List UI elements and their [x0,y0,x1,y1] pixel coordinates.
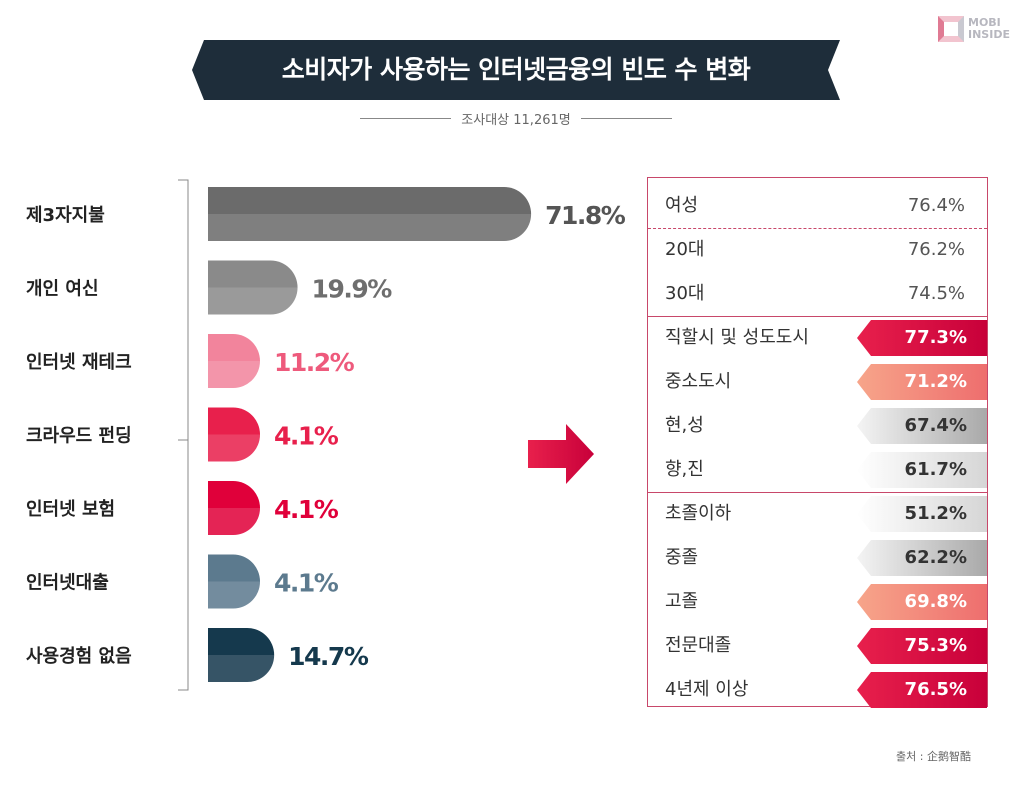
title-banner: 소비자가 사용하는 인터넷금융의 빈도 수 변화 [192,40,840,100]
breakdown-label: 전문대졸 [665,635,732,656]
breakdown-value: 62.2% [904,547,967,568]
logo-line1: MOBI [968,16,1001,29]
breakdown-value: 75.3% [904,635,967,656]
breakdown-value: 74.5% [907,283,965,304]
bar [208,334,260,388]
group-divider [648,227,987,229]
bar-chart: 제3자지불 71.8% 개인 여신 19.9% 인터넷 재테크 11.2% 크라우드 펀딩 4… [26,179,627,691]
category-label: 인터넷대출 [26,573,109,594]
logo-mark-icon [938,16,964,42]
breakdown-label: 향,진 [665,459,704,480]
title-banner-shape [192,40,840,100]
value-badge: 62.2% [857,540,987,576]
breakdown-row: 30대 74.5% [648,272,987,316]
bar-highlight [208,214,532,241]
value-badge: 75.3% [857,628,987,664]
breakdown-row: 향,진 61.7% [648,448,987,492]
breakdown-value: 77.3% [904,327,967,348]
breakdown-row: 직할시 및 성도도시 77.3% [648,316,987,360]
value-label: 4.1% [274,422,339,451]
value-label: 19.9% [312,275,393,304]
value-badge: 69.8% [857,584,987,620]
category-label: 개인 여신 [26,279,99,300]
value-badge: 77.3% [857,320,987,356]
breakdown-value: 51.2% [904,503,967,524]
breakdown-label: 30대 [665,283,705,304]
category-label: 사용경험 없음 [26,645,132,667]
breakdown-value: 71.2% [904,371,967,392]
breakdown-label: 20대 [665,239,705,260]
bar [208,481,260,535]
subtitle: 조사대상 11,261명 [360,108,673,128]
breakdown-row: 중소도시 71.2% [648,360,987,404]
breakdown-row: 초졸이하 51.2% [648,492,987,536]
breakdown-panel: 여성 76.4% 20대 76.2% 30대 74.5% 직할시 및 성도도시 77.3% 중소… [647,177,988,708]
subtitle-text: 조사대상 11,261명 [461,112,571,128]
breakdown-row: 현,성 67.4% [648,404,987,448]
right-arrow-icon [528,424,594,484]
value-badge: 67.4% [857,408,987,444]
breakdown-value: 76.4% [907,195,965,216]
bar [208,260,298,315]
mobi-inside-logo: MOBI INSIDE [938,16,1010,42]
chart-axis-bracket [178,179,189,691]
breakdown-row: 여성 76.4% [648,184,987,228]
category-label: 제3자지불 [26,205,105,226]
axis-line [178,179,189,691]
breakdown-label: 여성 [665,195,699,216]
value-badge: 51.2% [857,496,987,532]
bar-highlight [208,287,298,315]
bar-highlight [208,361,260,388]
category-label: 인터넷 재테크 [26,352,132,373]
breakdown-label: 중소도시 [665,371,732,392]
value-label: 71.8% [545,201,626,230]
breakdown-value: 69.8% [904,591,967,612]
subtitle-line-left [360,117,452,119]
bar-highlight [208,655,275,682]
value-label: 11.2% [274,348,355,377]
value-label: 14.7% [288,642,369,671]
breakdown-row: 4년제 이상 76.5% [648,668,987,712]
value-label: 4.1% [274,569,339,598]
bar [208,187,532,241]
bar [208,628,275,682]
bar [208,554,260,609]
breakdown-value: 76.5% [904,679,967,700]
breakdown-label: 초졸이하 [665,503,732,524]
value-badge: 71.2% [857,364,987,400]
value-label: 4.1% [274,495,339,524]
breakdown-label: 고졸 [665,591,699,612]
breakdown-label: 4년제 이상 [665,679,749,700]
breakdown-value: 76.2% [907,239,965,260]
bar [208,407,260,462]
category-label: 인터넷 보험 [26,498,115,520]
group-divider [648,315,987,317]
bar-highlight [208,434,260,462]
breakdown-row: 중졸 62.2% [648,536,987,580]
breakdown-value: 61.7% [904,459,967,480]
breakdown-row: 20대 76.2% [648,228,987,272]
breakdown-label: 직할시 및 성도도시 [665,327,809,348]
value-badge: 76.5% [857,672,987,708]
breakdown-value: 67.4% [904,415,967,436]
subtitle-line-right [580,117,673,119]
group-divider [648,491,987,493]
breakdown-label: 중졸 [665,547,699,568]
source-note: 출처 : 企鹅智酷 [896,750,971,763]
category-label: 크라우드 펀딩 [26,426,132,447]
value-badge: 61.7% [857,452,987,488]
breakdown-label: 현,성 [665,415,704,436]
bar-highlight [208,581,260,609]
bar-highlight [208,508,260,535]
breakdown-row: 고졸 69.8% [648,580,987,624]
breakdown-row: 전문대졸 75.3% [648,624,987,668]
page-title: 소비자가 사용하는 인터넷금융의 빈도 수 변화 [281,55,751,84]
logo-line2: INSIDE [968,28,1010,41]
